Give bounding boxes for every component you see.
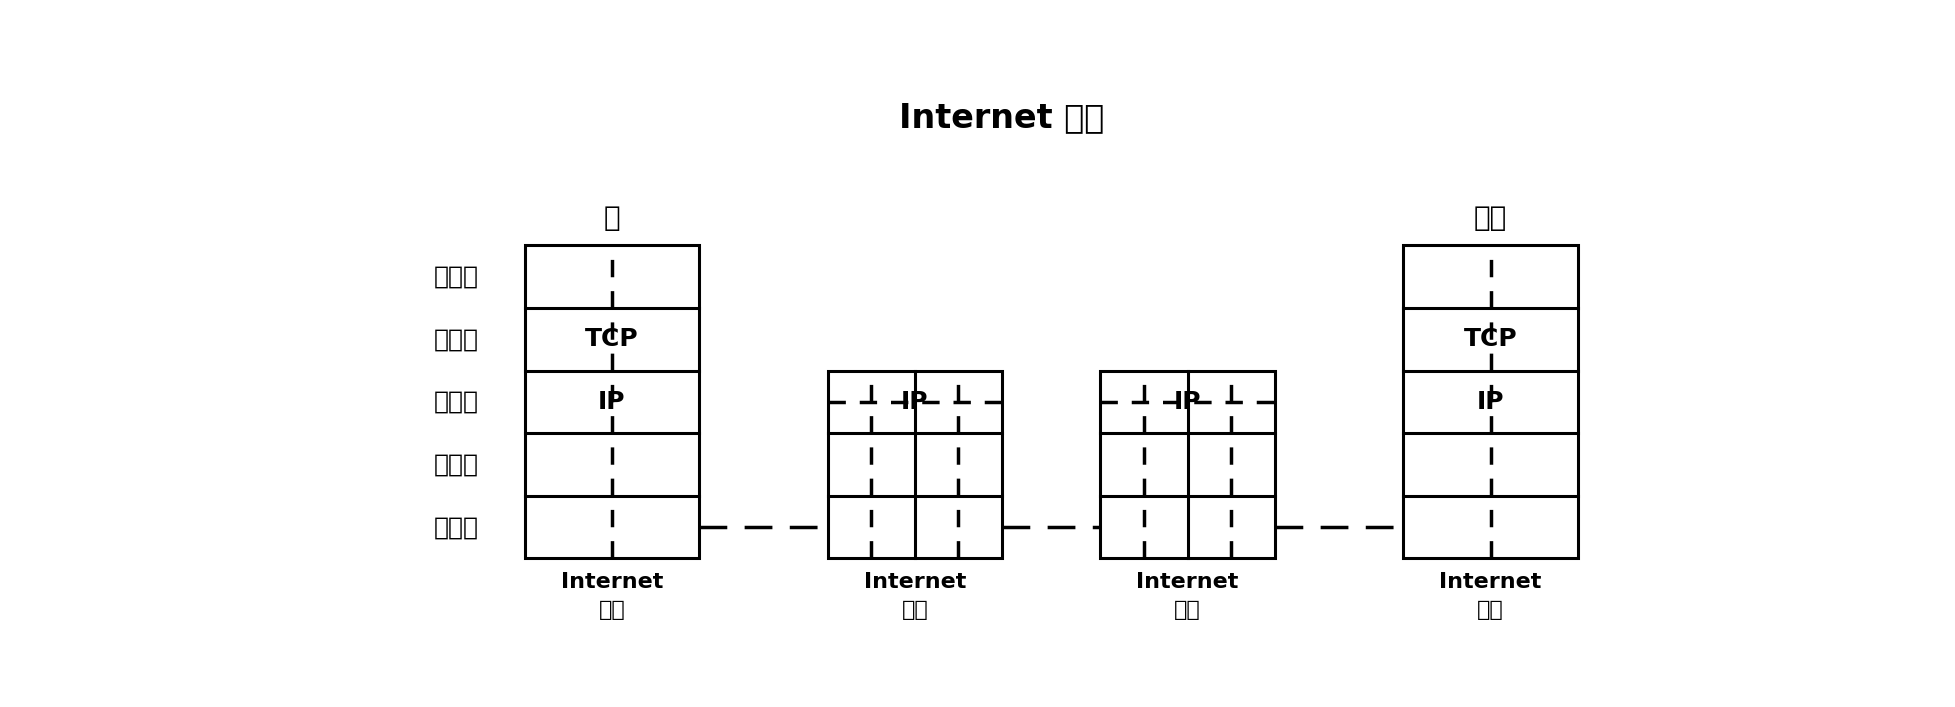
Bar: [1404, 245, 1578, 559]
Text: IP: IP: [1173, 390, 1200, 414]
Bar: [1101, 370, 1275, 559]
Text: 目的: 目的: [1474, 204, 1507, 232]
Text: 网络层: 网络层: [434, 390, 479, 414]
Text: Internet
节点: Internet 节点: [1439, 572, 1542, 620]
Text: Internet
路由: Internet 路由: [1136, 572, 1239, 620]
Text: 物理层: 物理层: [434, 264, 479, 288]
Text: Internet
节点: Internet 节点: [561, 572, 663, 620]
Bar: [827, 370, 1001, 559]
Text: Internet 传输: Internet 传输: [899, 101, 1105, 134]
Text: 锹路层: 锹路层: [434, 327, 479, 351]
Text: 应用层: 应用层: [434, 515, 479, 539]
Text: IP: IP: [598, 390, 626, 414]
Text: Internet
路由: Internet 路由: [864, 572, 966, 620]
Text: TCP: TCP: [1464, 327, 1517, 351]
Text: TCP: TCP: [585, 327, 639, 351]
Text: IP: IP: [901, 390, 929, 414]
Text: 源: 源: [604, 204, 620, 232]
Bar: [524, 245, 700, 559]
Text: IP: IP: [1476, 390, 1503, 414]
Text: 传输层: 传输层: [434, 452, 479, 477]
